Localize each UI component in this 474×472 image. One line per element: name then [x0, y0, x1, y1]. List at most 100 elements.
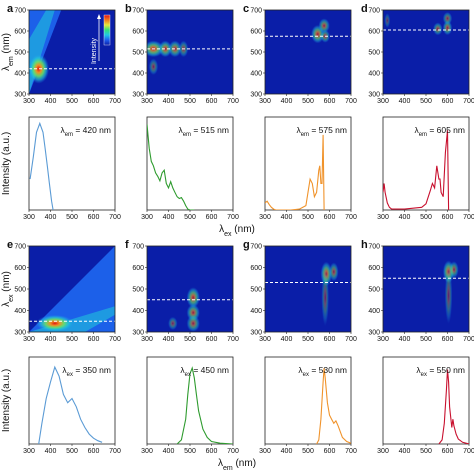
heatmap-background — [265, 246, 351, 332]
y-tick-label: 500 — [14, 287, 26, 294]
heatmap-peak — [449, 261, 459, 279]
heatmap-peak — [318, 18, 330, 34]
x-tick-label: 300 — [259, 214, 271, 221]
x-tick-label: 600 — [324, 98, 336, 105]
y-tick-label: 400 — [132, 71, 144, 78]
panel-letter-b: b — [125, 3, 132, 15]
annotation-g-symbol: λ — [298, 365, 303, 375]
x-tick-label: 600 — [324, 336, 336, 343]
annotation-b-rest: = 515 nm — [191, 125, 229, 135]
x-tick-label: 600 — [324, 448, 336, 455]
heatmap-peak — [35, 314, 74, 332]
map-y-axis-label-subscript: em — [8, 56, 15, 66]
annotation-a-symbol: λ — [60, 125, 65, 135]
x-tick-label: 500 — [184, 98, 196, 105]
x-tick-label: 700 — [109, 98, 121, 105]
x-axis-label: λex (nm) — [219, 224, 255, 238]
annotation-e-symbol: λ — [62, 365, 67, 375]
annotation-c: λem = 575 nm — [296, 125, 347, 138]
y-tick-label: 600 — [14, 29, 26, 36]
y-tick-label: 400 — [250, 71, 262, 78]
x-tick-label: 500 — [420, 336, 432, 343]
map-y-axis-label: λem (nm) — [1, 33, 15, 71]
panel-letter-g: g — [243, 239, 250, 251]
annotation-b-symbol: λ — [178, 125, 183, 135]
x-axis-label-symbol: λ — [219, 224, 224, 235]
x-tick-label: 400 — [163, 336, 175, 343]
x-axis-label-subscript: ex — [224, 231, 232, 238]
panel-letter-d: d — [361, 3, 368, 15]
heatmap-b — [147, 10, 233, 94]
annotation-c-symbol: λ — [296, 125, 301, 135]
panel-letter-e: e — [7, 239, 13, 251]
x-tick-label: 300 — [377, 98, 389, 105]
panel-letter-h: h — [361, 239, 368, 251]
heatmap-e — [29, 246, 115, 332]
x-tick-label: 300 — [377, 214, 389, 221]
x-tick-label: 600 — [206, 336, 218, 343]
x-tick-label: 700 — [227, 214, 239, 221]
map-y-axis-label-rest: (nm) — [1, 271, 12, 294]
x-axis-label-rest: (nm) — [233, 458, 256, 469]
annotation-f-symbol: λ — [180, 365, 185, 375]
x-tick-label: 600 — [442, 98, 454, 105]
heatmap-peak — [168, 316, 178, 331]
y-tick-label: 300 — [132, 330, 144, 337]
x-tick-label: 500 — [184, 214, 196, 221]
annotation-d-rest: = 605 nm — [427, 125, 465, 135]
x-tick-label: 400 — [45, 98, 57, 105]
x-axis-label-subscript: em — [223, 465, 233, 472]
y-tick-label: 300 — [14, 330, 26, 337]
x-tick-label: 600 — [442, 336, 454, 343]
y-tick-label: 500 — [132, 287, 144, 294]
annotation-c-subscript: em — [301, 132, 309, 138]
annotation-e: λex = 350 nm — [62, 365, 111, 378]
x-tick-label: 300 — [141, 448, 153, 455]
annotation-e-subscript: ex — [67, 372, 73, 378]
annotation-a: λem = 420 nm — [60, 125, 111, 138]
panel-a: a300300400400500500600600700700Intensity… — [7, 3, 121, 221]
annotation-h-symbol: λ — [416, 365, 421, 375]
y-tick-label: 600 — [14, 265, 26, 272]
y-tick-label: 400 — [368, 71, 380, 78]
map-y-axis-label: λex (nm) — [1, 271, 15, 307]
annotation-g-rest: = 530 nm — [309, 365, 347, 375]
annotation-d-subscript: em — [419, 132, 427, 138]
y-tick-label: 500 — [250, 50, 262, 57]
x-tick-label: 500 — [302, 336, 314, 343]
y-tick-label: 400 — [14, 71, 26, 78]
map-y-axis-label-symbol: λ — [1, 302, 12, 307]
x-tick-label: 700 — [463, 214, 474, 221]
x-tick-label: 600 — [206, 214, 218, 221]
annotation-d-symbol: λ — [414, 125, 419, 135]
annotation-d: λem = 605 nm — [414, 125, 465, 138]
x-tick-label: 400 — [281, 214, 293, 221]
y-tick-label: 500 — [368, 50, 380, 57]
x-tick-label: 500 — [66, 214, 78, 221]
panel-letter-f: f — [125, 239, 129, 251]
annotation-a-subscript: em — [65, 132, 73, 138]
y-tick-label: 500 — [368, 287, 380, 294]
map-y-axis-label-rest: (nm) — [1, 33, 12, 56]
annotation-h-subscript: ex — [421, 372, 427, 378]
x-tick-label: 400 — [163, 448, 175, 455]
x-tick-label: 600 — [88, 214, 100, 221]
x-tick-label: 400 — [399, 448, 411, 455]
y-tick-label: 600 — [368, 265, 380, 272]
x-tick-label: 600 — [206, 98, 218, 105]
heatmap-a — [29, 10, 115, 94]
heatmap-peak — [384, 13, 391, 28]
x-tick-label: 400 — [45, 448, 57, 455]
x-tick-label: 400 — [45, 336, 57, 343]
diagonal-glow — [29, 246, 115, 332]
x-tick-label: 500 — [302, 98, 314, 105]
spectrum-frame — [382, 116, 470, 211]
x-tick-label: 300 — [23, 214, 35, 221]
heatmap-peak — [186, 287, 200, 309]
annotation-h-rest: = 550 nm — [427, 365, 465, 375]
x-tick-label: 400 — [163, 214, 175, 221]
diagonal-glow-inner — [29, 306, 115, 332]
